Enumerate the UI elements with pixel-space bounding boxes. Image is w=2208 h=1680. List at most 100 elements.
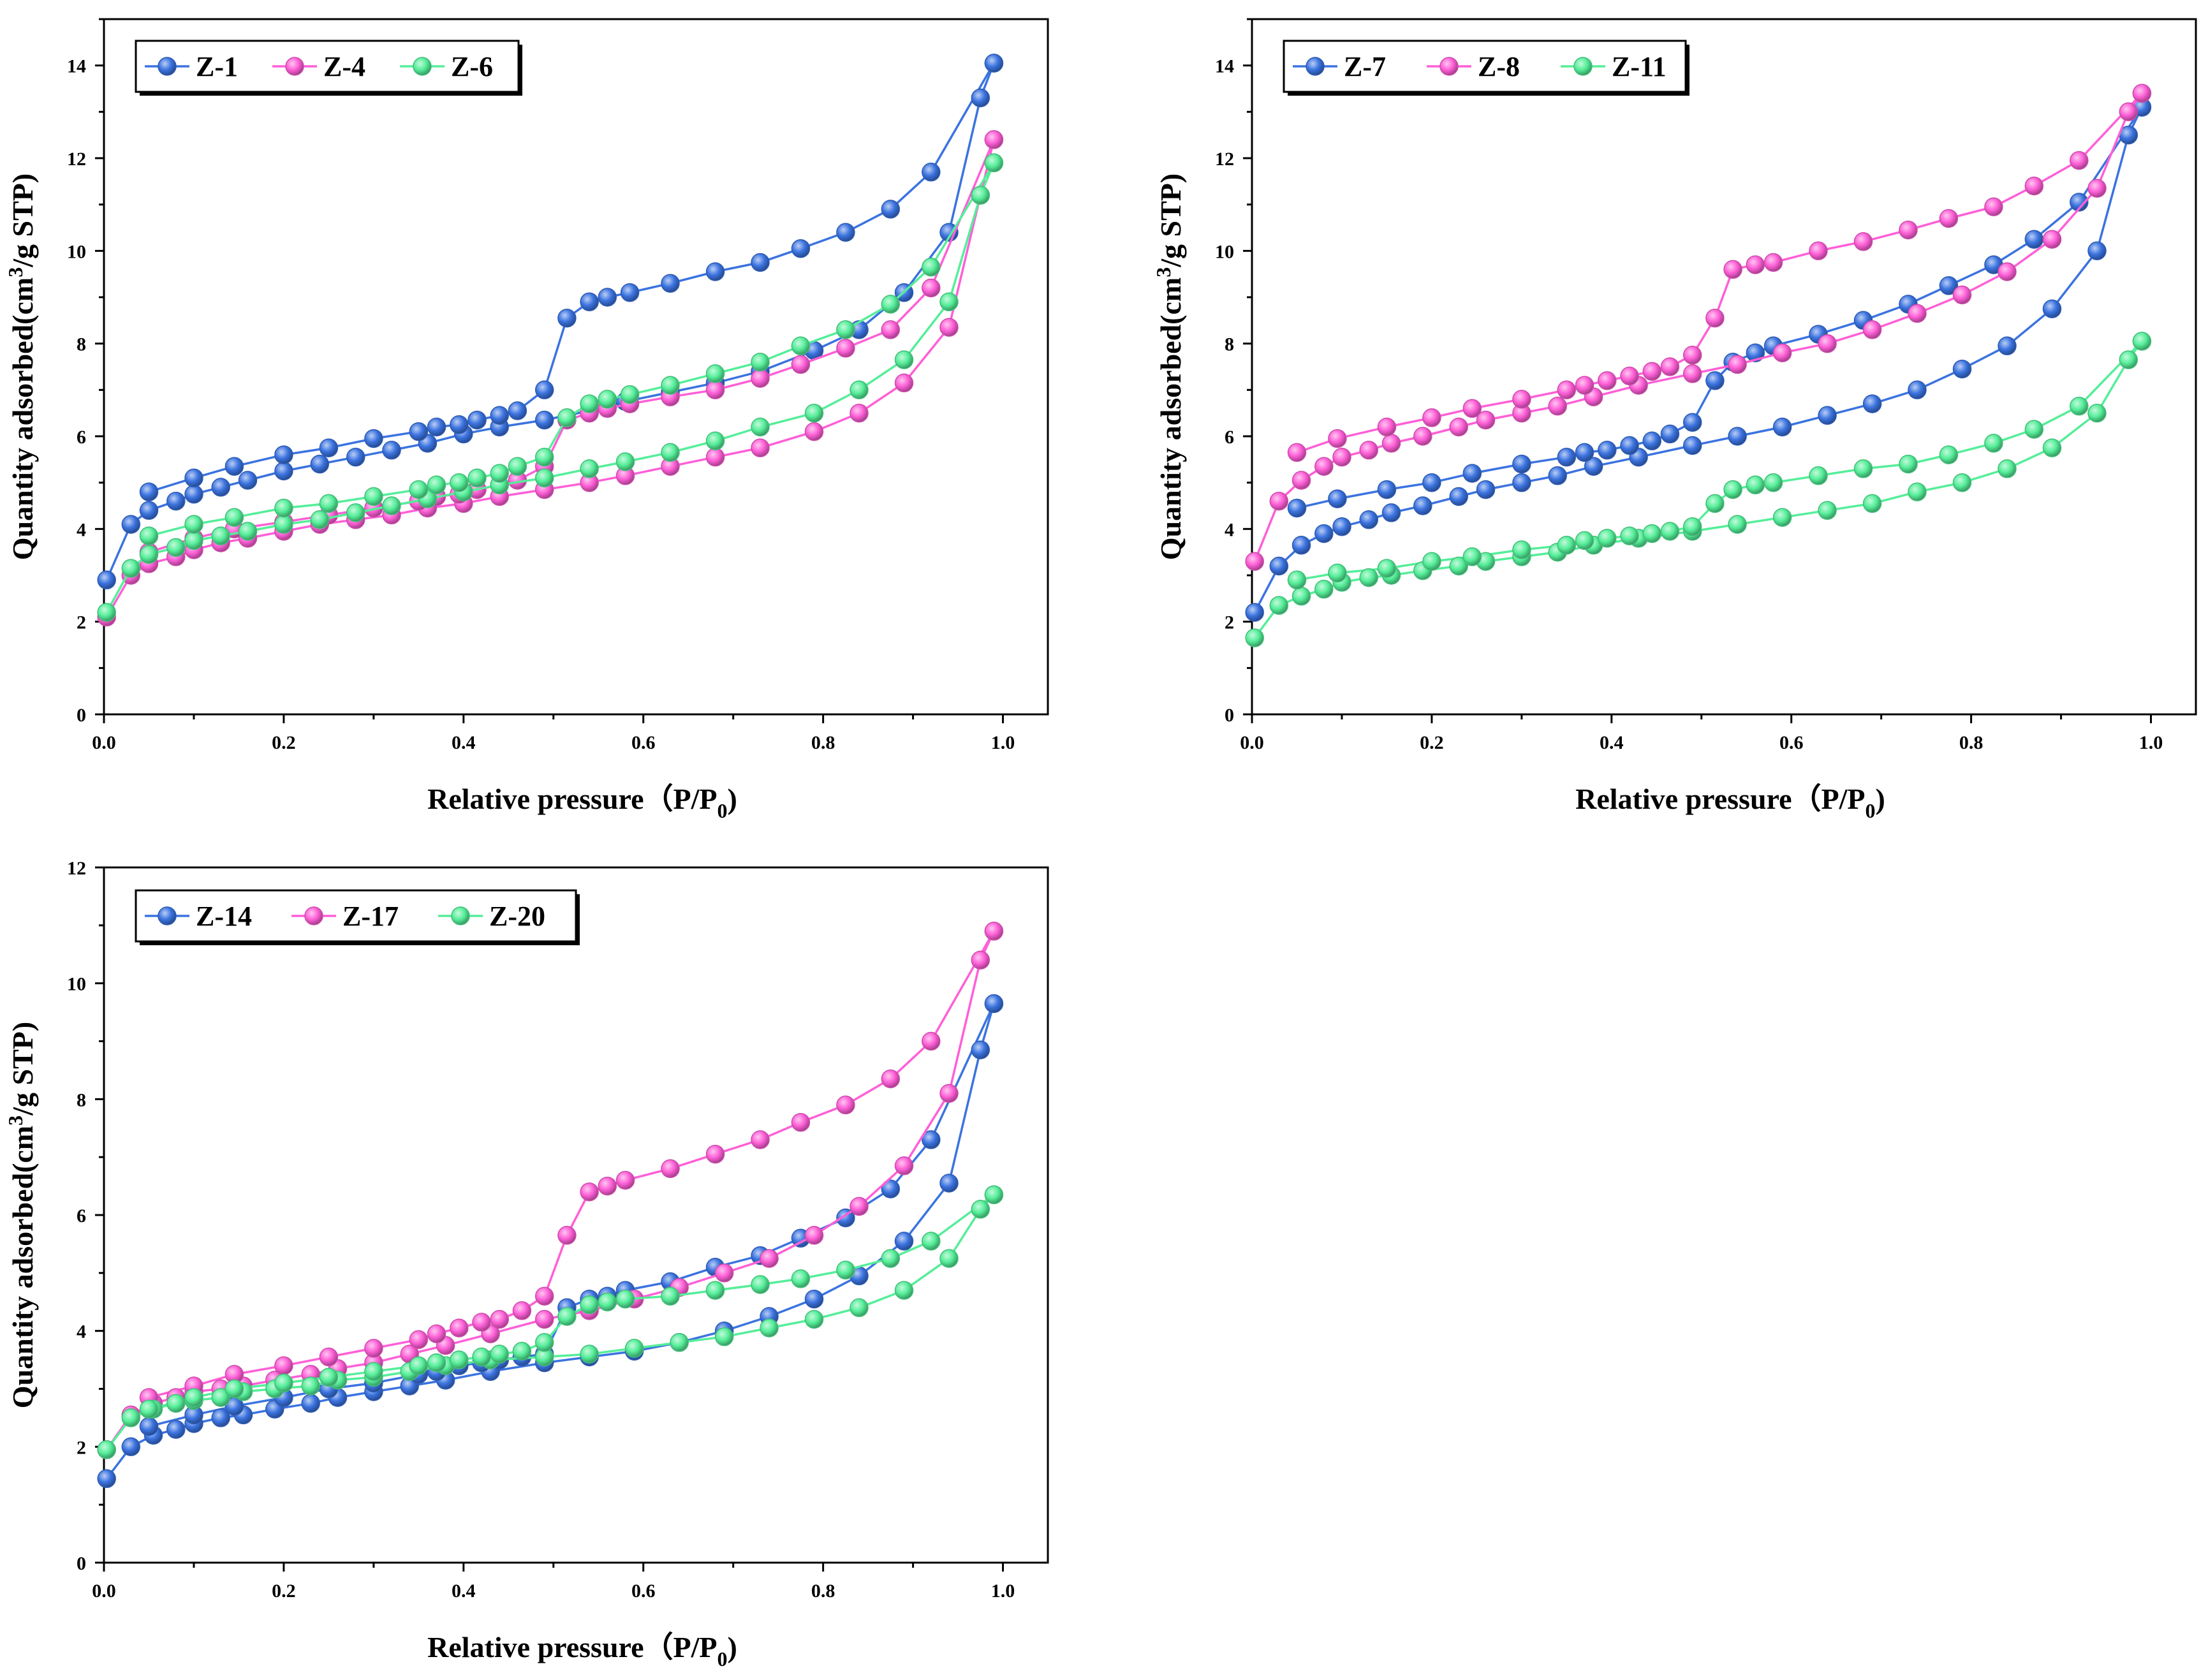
data-point [1809, 241, 1828, 261]
y-axis-title: Quantity adsorbed(cm3/g STP) [4, 1022, 39, 1408]
data-point [1314, 580, 1334, 599]
data-point [881, 200, 901, 219]
data-point [1998, 336, 2017, 356]
data-point [467, 410, 487, 430]
y-tick-label: 2 [77, 1437, 86, 1458]
plot-frame [103, 18, 1049, 716]
data-point [1818, 406, 1837, 425]
data-point [836, 1095, 855, 1115]
data-point [894, 373, 914, 393]
legend: Z-14 Z-17 Z-20 [135, 889, 580, 945]
data-point [364, 429, 383, 448]
data-point [1682, 413, 1702, 432]
x-tick-label: 0.4 [452, 1581, 476, 1602]
data-point [1328, 429, 1347, 448]
data-point [1449, 417, 1468, 437]
y-axis-title-rest: /g STP) [1154, 173, 1187, 268]
legend-label: Z-14 [196, 901, 252, 932]
data-point [1853, 459, 1873, 478]
data-point [1705, 494, 1725, 513]
data-point [615, 1170, 635, 1190]
data-point [508, 401, 527, 420]
y-tick-label: 10 [67, 241, 86, 262]
data-point [984, 54, 1004, 73]
data-point [409, 480, 429, 499]
data-point [1598, 529, 1617, 548]
chart-panel-1: 0.0 0.2 0.4 0.6 0.8 1.0 0 2 4 6 8 10 12 14 Relative pr… [4, 18, 1049, 822]
data-point [939, 292, 959, 312]
data-point [427, 475, 446, 495]
data-point [346, 503, 365, 522]
data-point [922, 163, 941, 182]
data-point [319, 494, 339, 513]
y-tick-label: 2 [77, 612, 86, 633]
data-point [1377, 480, 1397, 499]
y-tick-label: 4 [1225, 519, 1234, 540]
data-point [534, 1333, 554, 1352]
data-point [472, 1313, 491, 1332]
x-tick-label: 0.8 [811, 732, 835, 753]
data-point [1984, 434, 2003, 453]
data-point [971, 88, 990, 108]
data-point [139, 545, 159, 564]
legend-label: Z-8 [1478, 51, 1520, 82]
data-point [1462, 399, 1482, 418]
x-tick-label: 0.2 [272, 1581, 296, 1602]
data-point [1598, 371, 1617, 390]
data-point [382, 441, 401, 460]
data-point [1287, 443, 1307, 462]
y-tick-label: 10 [67, 974, 86, 995]
data-point [1818, 334, 1837, 353]
series-z-4 [97, 130, 1004, 627]
data-point [1862, 320, 1882, 339]
data-point [1939, 209, 1959, 228]
legend-marker [1439, 57, 1459, 76]
data-point [751, 1275, 770, 1294]
data-point [211, 1408, 230, 1427]
x-axis-title-close: ) [728, 783, 737, 815]
y-tick-label: 14 [67, 56, 86, 77]
data-point [620, 385, 640, 404]
data-point [791, 1269, 811, 1288]
series-z-14 [97, 994, 1004, 1489]
data-point [1332, 517, 1351, 536]
data-point [2042, 299, 2062, 318]
data-point [166, 1420, 186, 1439]
y-axis-title: Quantity adsorbed(cm3/g STP) [4, 173, 39, 560]
data-point [836, 320, 855, 339]
data-point [450, 1350, 469, 1369]
data-point [971, 1040, 990, 1059]
data-point [1377, 417, 1397, 437]
data-point [2070, 193, 2089, 212]
data-point [1952, 473, 1972, 492]
data-point [364, 1339, 383, 1358]
y-tick-label: 2 [1225, 612, 1234, 633]
data-point [1642, 524, 1661, 543]
data-point [1476, 480, 1496, 499]
data-point [580, 292, 599, 312]
series-z-20 [97, 1185, 1004, 1459]
data-point [894, 350, 914, 369]
data-point [1939, 445, 1959, 464]
data-point [1377, 559, 1397, 578]
data-point [557, 408, 577, 427]
x-axis-title-main: Relative pressure（P/P [1575, 783, 1865, 815]
data-point [1939, 276, 1959, 295]
data-point [1328, 563, 1347, 583]
legend-marker [285, 57, 304, 76]
x-tick-label: 0.0 [92, 732, 116, 753]
data-point [382, 496, 401, 515]
data-point [984, 922, 1004, 941]
data-point [2119, 102, 2138, 122]
y-tick-label: 14 [1215, 56, 1234, 77]
x-axis-title-close: ) [728, 1631, 737, 1663]
data-point [319, 1347, 339, 1367]
legend-box [135, 40, 520, 93]
chart-panel-3: 0.0 0.2 0.4 0.6 0.8 1.0 0 2 4 6 8 10 12 Relative pres… [4, 858, 1049, 1670]
data-point [508, 457, 527, 476]
data-point [804, 1309, 824, 1329]
x-axis-title-main: Relative pressure（P/P [427, 1631, 717, 1663]
data-point [534, 1286, 554, 1306]
data-point [615, 1289, 635, 1309]
x-axis-title-sub: 0 [718, 799, 728, 822]
